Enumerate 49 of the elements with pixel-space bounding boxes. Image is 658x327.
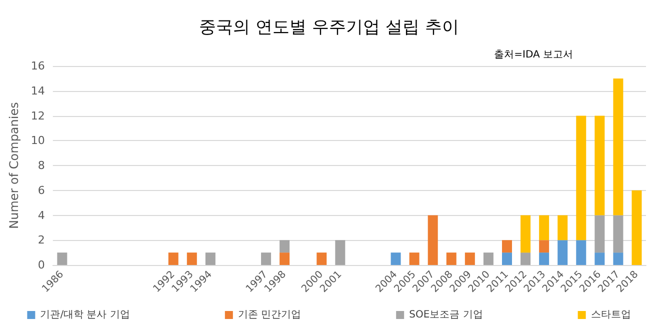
bar [594,252,605,265]
bar [168,252,178,265]
y-tick-label: 0 [38,258,45,272]
bar [520,215,531,253]
bar [464,252,475,265]
y-tick-label: 14 [30,84,45,98]
bar [594,116,605,216]
bar [261,252,272,265]
bar [428,215,438,265]
bar [409,252,420,265]
bar [483,252,494,265]
bar [390,252,401,265]
bar [539,215,550,240]
bar [632,190,642,265]
legend-label: 기관/대학 분사 기업 [40,310,130,320]
bar [57,252,68,265]
legend-label: SOE보조금 기업 [409,310,483,320]
bar [558,240,568,265]
bar [613,78,624,216]
y-tick-label: 12 [30,109,45,122]
y-tick-label: 16 [30,60,45,72]
y-tick-label: 10 [30,134,45,148]
bar [520,252,531,265]
bar [446,252,456,265]
bar [576,240,586,265]
source-note: 출처=IDA 보고서 [494,50,574,60]
legend-label: 기존 민간기업 [238,310,302,320]
bar [280,240,290,253]
bar [539,252,550,265]
bar [613,215,624,253]
bar [502,240,512,253]
y-tick-label: 4 [38,208,45,222]
y-axis-title: Numer of Companies [7,102,21,229]
bar [594,215,605,253]
legend-label: 스타트업 [590,310,631,320]
bar [205,252,216,265]
bar [502,252,512,265]
bar [316,252,327,265]
bar [335,240,346,265]
bar [576,116,586,240]
bar [280,252,290,265]
bar [186,252,197,265]
bar [558,215,568,240]
y-tick-label: 8 [38,159,45,172]
bar [613,252,624,265]
y-tick-label: 2 [38,234,45,247]
chart-title: 중국의 연도별 우주기업 설립 추이 [199,18,459,38]
bar [539,240,550,253]
y-tick-label: 6 [38,184,45,197]
